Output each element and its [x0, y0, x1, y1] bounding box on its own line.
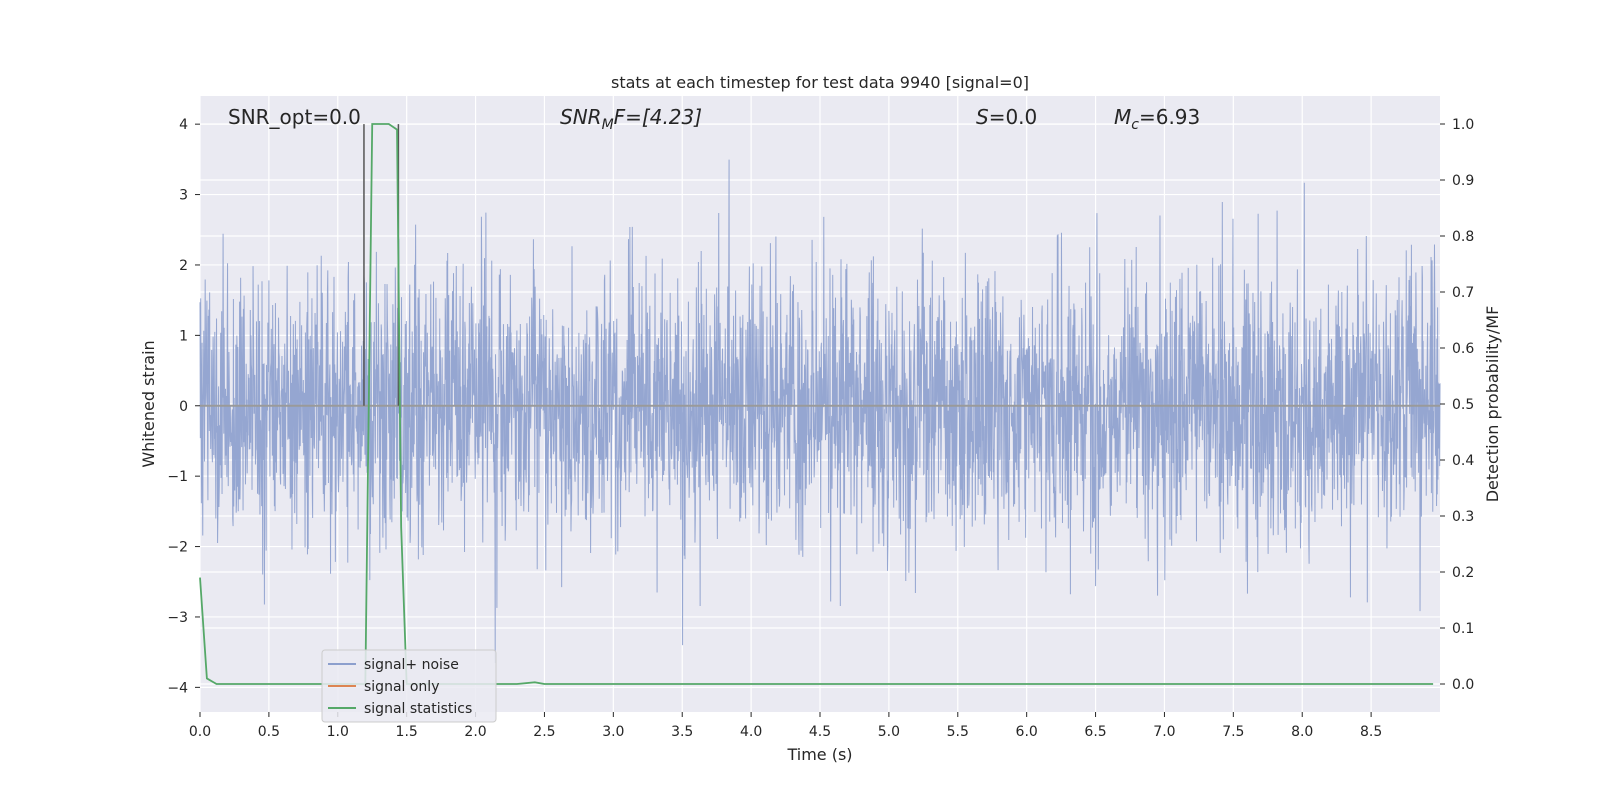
- y2-tick-label: 0.7: [1452, 285, 1474, 301]
- legend-box: [321, 649, 497, 723]
- legend-label-signal-only: signal only: [364, 679, 439, 695]
- x-tick-label: 2.5: [533, 724, 555, 740]
- y-tick-label: −1: [167, 469, 188, 485]
- snr-opt-annotation: SNR_opt=0.0: [228, 105, 361, 129]
- y-tick-label: 1: [179, 328, 188, 344]
- x-tick-label: 1.0: [327, 724, 349, 740]
- mc-rest: =6.93: [1139, 105, 1200, 129]
- noise-line: [199, 159, 1441, 663]
- y2-tick-label: 0.4: [1452, 453, 1474, 469]
- x-tick-label: 3.0: [602, 724, 624, 740]
- chart-title: stats at each timestep for test data 994…: [611, 73, 1029, 92]
- x-tick-label: 4.0: [740, 724, 762, 740]
- mc-subscript: c: [1131, 117, 1139, 133]
- y2-tick-label: 0.0: [1452, 677, 1474, 693]
- mc-main: M: [1114, 105, 1131, 129]
- y2-tick-label: 0.9: [1452, 173, 1474, 189]
- x-tick-label: 6.0: [1016, 724, 1038, 740]
- s-main: S: [976, 105, 989, 129]
- x-tick-label: 7.5: [1222, 724, 1244, 740]
- x-tick-label: 5.5: [947, 724, 969, 740]
- snr-mf-main: SNR: [560, 105, 602, 129]
- y-tick-label: −2: [167, 540, 188, 556]
- y-tick-label: 3: [179, 188, 188, 204]
- y-axis-label: Whitened strain: [139, 340, 158, 467]
- y2-axis-label: Detection probability/MF: [1483, 306, 1502, 503]
- y2-tick-label: 0.3: [1452, 509, 1474, 525]
- x-tick-label: 0.0: [189, 724, 211, 740]
- mc-annotation: Mc=6.93: [1114, 105, 1200, 133]
- y2-tick-label: 0.2: [1452, 565, 1474, 581]
- x-tick-label: 3.5: [671, 724, 693, 740]
- x-axis-ticks: 0.0 0.5 1.0 1.5 2.0 2.5 3.0 3.5 4.0 4.5 5.0 5.5 6.0 6…: [189, 712, 1382, 740]
- snr-mf-rest: F=[4.23]: [614, 105, 702, 129]
- y2-tick-label: 0.1: [1452, 621, 1474, 637]
- y2-tick-label: 0.8: [1452, 229, 1474, 245]
- y-tick-label: −4: [167, 680, 188, 696]
- y-tick-label: −3: [167, 610, 188, 626]
- x-tick-label: 0.5: [258, 724, 280, 740]
- y2-tick-label: 0.5: [1452, 397, 1474, 413]
- s-rest: =0.0: [989, 105, 1038, 129]
- x-axis-label: Time (s): [786, 745, 852, 764]
- signal-noise-series: [199, 159, 1441, 663]
- x-tick-label: 2.0: [464, 724, 486, 740]
- x-tick-label: 8.0: [1291, 724, 1313, 740]
- snr-mf-annotation: SNRMF=[4.23]: [560, 105, 702, 133]
- y2-axis-ticks: 1.0 0.9 0.8 0.7 0.6 0.5 0.4 0.3 0.2 0.1 0.0: [1440, 117, 1474, 693]
- x-tick-label: 4.5: [809, 724, 831, 740]
- x-tick-label: 6.5: [1084, 724, 1106, 740]
- x-tick-label: 5.0: [878, 724, 900, 740]
- legend-label-noise: signal+ noise: [364, 657, 459, 673]
- y-axis-ticks: 4 3 2 1 0 −1 −2 −3 −4: [167, 117, 200, 696]
- legend: signal+ noise signal only signal statist…: [321, 649, 497, 723]
- y-tick-label: 2: [179, 258, 188, 274]
- snr-mf-subscript: M: [602, 117, 614, 133]
- y-tick-label: 0: [179, 399, 188, 415]
- x-tick-label: 7.0: [1153, 724, 1175, 740]
- y2-tick-label: 1.0: [1452, 117, 1474, 133]
- x-tick-label: 8.5: [1360, 724, 1382, 740]
- y2-tick-label: 0.6: [1452, 341, 1474, 357]
- legend-label-statistics: signal statistics: [364, 701, 472, 717]
- x-tick-label: 1.5: [396, 724, 418, 740]
- y-tick-label: 4: [179, 117, 188, 133]
- s-annotation: S=0.0: [976, 105, 1037, 129]
